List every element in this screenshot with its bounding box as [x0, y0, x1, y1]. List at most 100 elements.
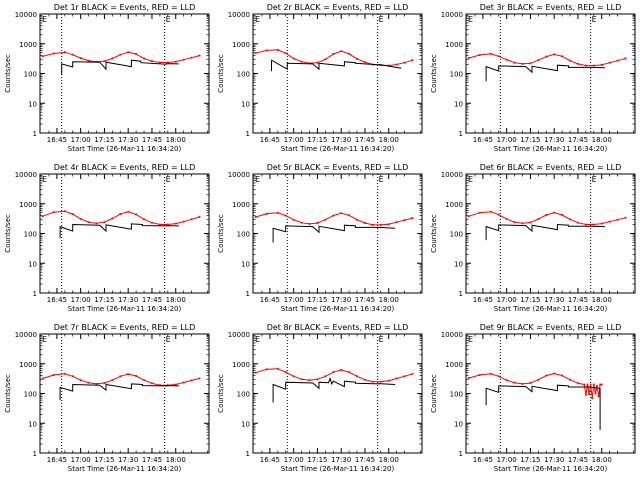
- y-tick-label: 1: [246, 450, 250, 458]
- corner-mark-left: E: [42, 175, 47, 184]
- lld-data-point: [569, 378, 571, 381]
- lld-data-point: [497, 375, 500, 378]
- plot-frame: [252, 173, 423, 294]
- plot-frame: [39, 333, 210, 454]
- y-tick-label: 1: [246, 130, 250, 138]
- y-tick-label: 10: [241, 420, 250, 428]
- lld-data-point: [135, 213, 138, 216]
- lld-data-point: [52, 52, 55, 55]
- corner-mark-left: E: [42, 335, 47, 344]
- y-axis-label: Counts/sec: [217, 54, 225, 93]
- x-tick-label: 16:45: [260, 456, 280, 464]
- lld-data-point: [545, 214, 548, 216]
- lld-data-point: [127, 210, 130, 213]
- x-tick-label: 17:45: [355, 296, 375, 304]
- lld-series-line: [468, 372, 602, 399]
- lld-data-point: [497, 213, 500, 216]
- lld-data-point: [478, 374, 481, 376]
- lld-data-point: [292, 375, 295, 378]
- lld-series-line: [255, 368, 413, 383]
- lld-data-point: [561, 374, 564, 377]
- y-tick-label: 1000: [445, 201, 463, 209]
- y-axis-label: Counts/sec: [4, 214, 12, 253]
- lld-data-point: [348, 214, 351, 217]
- lld-data-point: [371, 380, 374, 383]
- lld-data-point: [616, 218, 619, 221]
- lld-data-point: [292, 218, 295, 221]
- lld-data-point: [553, 53, 556, 56]
- lld-data-point: [143, 57, 145, 60]
- lld-data-point: [292, 57, 295, 60]
- x-axis-label: Start Time (26-Mar-11 16:34:20): [494, 465, 608, 473]
- lld-data-point: [537, 378, 540, 381]
- lld-data-point: [158, 223, 161, 226]
- lld-data-point: [387, 379, 390, 382]
- y-tick-label: 10: [454, 100, 463, 108]
- x-tick-label: 18:00: [592, 456, 612, 464]
- chart-panel-3: Det 3r BLACK = Events, RED = LLD 1 10 100 10…: [430, 3, 636, 153]
- x-tick-label: 16:45: [473, 136, 493, 144]
- lld-data-point: [340, 50, 343, 53]
- plot-frame: [39, 13, 210, 134]
- x-tick-label: 17:15: [94, 456, 114, 464]
- lld-series-line: [468, 53, 626, 67]
- lld-data-point: [265, 368, 268, 371]
- lld-data-point: [489, 210, 492, 213]
- lld-data-point: [521, 383, 524, 385]
- corner-mark-right: E: [592, 175, 597, 184]
- lld-data-point: [569, 218, 571, 221]
- y-tick-label: 1000: [19, 201, 37, 209]
- x-tick-label: 17:30: [544, 296, 564, 304]
- lld-data-point: [599, 383, 602, 386]
- x-tick-label: 17:15: [520, 456, 540, 464]
- lld-data-point: [166, 61, 169, 64]
- lld-data-point: [276, 211, 279, 214]
- y-tick-label: 10: [241, 100, 250, 108]
- x-tick-label: 17:00: [71, 456, 91, 464]
- lld-series-line: [42, 51, 200, 63]
- lld-data-point: [79, 57, 82, 59]
- lld-data-point: [119, 213, 122, 215]
- y-axis-label: Counts/sec: [217, 214, 225, 253]
- lld-data-point: [284, 371, 287, 374]
- corner-mark-left: E: [255, 175, 260, 184]
- y-axis-label: Counts/sec: [430, 54, 438, 93]
- plot-frame: [465, 13, 636, 134]
- lld-data-point: [103, 221, 106, 224]
- lld-data-point: [387, 64, 390, 67]
- corner-mark-right: E: [592, 335, 597, 344]
- corner-mark-left: E: [255, 335, 260, 344]
- lld-data-point: [198, 54, 201, 57]
- x-tick-label: 17:45: [568, 296, 588, 304]
- y-tick-label: 10000: [15, 171, 37, 179]
- corner-mark-left: E: [255, 15, 260, 24]
- lld-data-point: [489, 52, 492, 55]
- lld-data-point: [182, 220, 185, 223]
- chart-panel-8: Det 8r BLACK = Events, RED = LLD 1 10 100 10…: [217, 323, 423, 473]
- events-series-line: [61, 59, 179, 75]
- lld-data-point: [190, 379, 193, 382]
- lld-data-point: [284, 52, 287, 55]
- lld-data-point: [583, 383, 586, 386]
- events-series-line: [272, 376, 396, 403]
- lld-data-point: [467, 57, 470, 59]
- lld-data-point: [364, 378, 366, 381]
- y-tick-label: 10: [28, 260, 37, 268]
- lld-data-point: [300, 60, 303, 63]
- events-series-line: [485, 384, 601, 430]
- lld-data-point: [52, 211, 55, 214]
- lld-data-point: [63, 51, 66, 54]
- x-tick-label: 18:00: [166, 456, 186, 464]
- lld-data-point: [190, 218, 193, 221]
- lld-data-point: [111, 379, 114, 382]
- corner-mark-right: E: [379, 15, 384, 24]
- x-tick-label: 17:45: [142, 296, 162, 304]
- y-tick-label: 10: [241, 260, 250, 268]
- lld-data-point: [143, 218, 145, 221]
- lld-data-point: [497, 55, 500, 58]
- x-tick-label: 16:45: [47, 136, 67, 144]
- y-tick-label: 100: [450, 231, 463, 239]
- lld-data-point: [119, 53, 122, 56]
- lld-data-point: [577, 382, 579, 385]
- chart-title: Det 4r BLACK = Events, RED = LLD: [54, 163, 196, 172]
